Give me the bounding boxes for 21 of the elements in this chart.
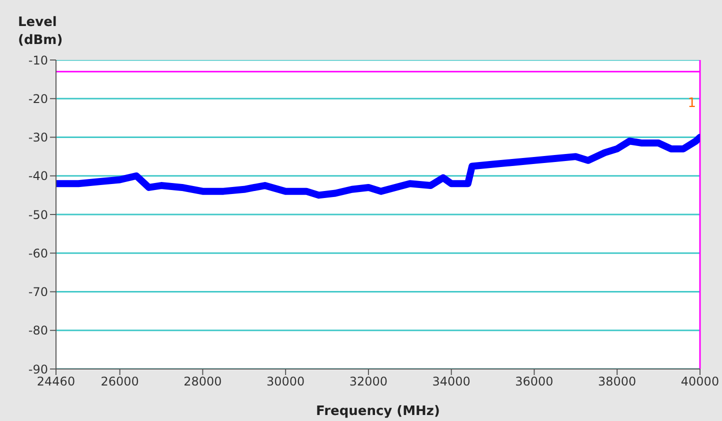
x-tick-label: 26000 — [100, 374, 139, 389]
y-tick-label: -90 — [28, 362, 48, 376]
x-tick-label: 38000 — [598, 374, 636, 389]
y-tick-label: -20 — [28, 92, 48, 106]
x-tick-label: 24460 — [36, 374, 76, 389]
x-tick-label: 40000 — [680, 374, 720, 389]
annotation: 1 — [688, 96, 696, 112]
x-tick-label: 34000 — [432, 374, 470, 389]
x-axis-title: Frequency (MHz) — [316, 404, 440, 419]
y-tick-label: -70 — [28, 285, 48, 300]
x-tick-label: 32000 — [349, 374, 388, 389]
y-tick-label: -10 — [28, 53, 48, 68]
y-tick-label: -40 — [28, 169, 48, 184]
y-tick-label: -50 — [28, 208, 48, 222]
y-tick-label: -60 — [28, 246, 48, 260]
y-tick-label: -80 — [28, 324, 48, 338]
y-axis-title: Level (dBm) — [18, 14, 64, 50]
x-tick-label: 30000 — [266, 374, 305, 389]
x-tick-label: 36000 — [515, 374, 554, 389]
y-tick-label: -30 — [28, 130, 48, 145]
x-tick-label: 28000 — [184, 374, 222, 389]
